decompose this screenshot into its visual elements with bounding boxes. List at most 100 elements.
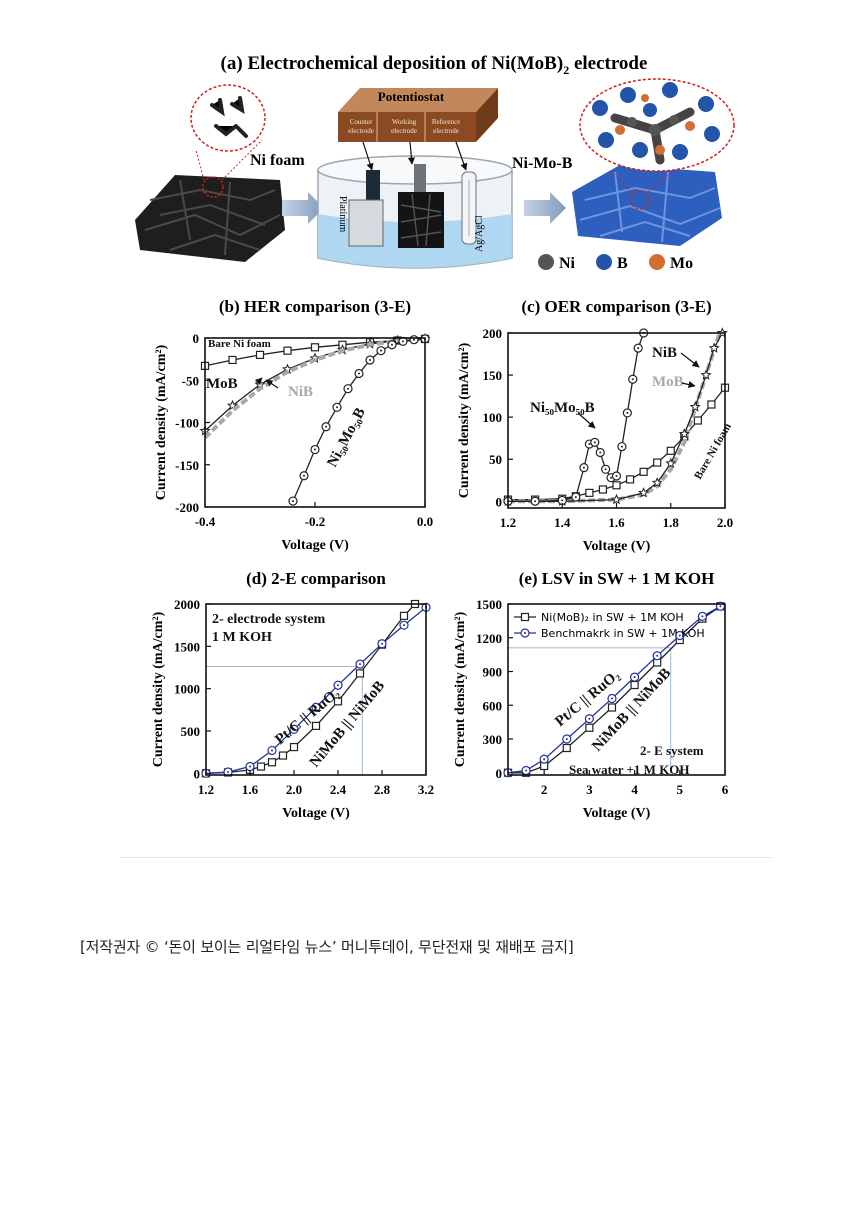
data-marker-dot <box>369 358 371 361</box>
x-axis-label: Voltage (V) <box>281 538 349 553</box>
data-marker-dot <box>337 684 339 687</box>
y-tick-label: 50 <box>489 452 502 467</box>
data-marker-dot <box>413 338 415 341</box>
panel-a-title: (a) Electrochemical deposition of Ni(MoB… <box>221 53 648 77</box>
data-marker <box>585 488 594 497</box>
data-marker <box>256 762 266 771</box>
chart-title: (d) 2-E comparison <box>246 569 386 588</box>
data-marker <box>226 399 239 411</box>
data-marker-dot <box>292 500 294 503</box>
x-tick-label: 1.6 <box>242 782 259 797</box>
series-annotation: Bare Ni foam <box>692 421 734 481</box>
data-marker <box>399 611 409 620</box>
panel-a-schematic: (a) Electrochemical deposition of Ni(MoB… <box>135 53 735 272</box>
data-marker <box>289 742 299 752</box>
data-marker <box>639 467 648 476</box>
x-axis-label: Voltage (V) <box>583 806 651 821</box>
data-marker <box>311 721 321 731</box>
data-marker-dot <box>620 445 623 448</box>
data-marker <box>689 401 701 412</box>
ag-agcl-label: Ag/AgCl <box>474 215 485 252</box>
x-tick-label: 5 <box>677 782 684 797</box>
data-marker <box>708 342 720 353</box>
reference-electrode-label: electrode <box>433 127 459 135</box>
working-electrode-label: Working <box>392 118 417 126</box>
data-marker <box>612 481 621 490</box>
plot-frame <box>204 337 426 508</box>
data-marker <box>653 458 662 467</box>
x-tick-label: 3.2 <box>418 782 434 797</box>
process-arrow-icon <box>524 192 566 224</box>
data-marker <box>310 343 320 352</box>
data-marker <box>630 680 639 690</box>
data-marker-dot <box>604 468 607 471</box>
series-line <box>203 336 426 440</box>
series-annotation: 1 M KOH <box>212 630 272 645</box>
legend-label: Benchmakrk in SW + 1M KOH <box>541 627 705 640</box>
data-marker <box>693 416 702 425</box>
x-tick-label: 2.0 <box>286 782 302 797</box>
y-tick-label: -150 <box>175 458 199 473</box>
ni-mo-b-label: Ni-Mo-B <box>512 155 573 172</box>
legend-ni: Ni <box>559 255 576 272</box>
chart-title: (c) OER comparison (3-E) <box>521 297 711 316</box>
x-tick-label: 1.2 <box>198 782 214 797</box>
y-tick-label: 0 <box>193 331 200 346</box>
divider <box>120 857 772 858</box>
x-tick-label: 1.8 <box>663 515 680 530</box>
mo-atom-icon <box>649 254 665 270</box>
series-annotation: Sea water +1 M KOH <box>569 762 690 777</box>
y-tick-label: 1500 <box>476 597 502 612</box>
data-marker <box>267 758 277 767</box>
x-tick-label: 0.0 <box>417 514 433 529</box>
data-marker-dot <box>403 624 405 627</box>
x-tick-label: 4 <box>631 782 638 797</box>
plot-frame <box>205 603 427 776</box>
data-marker-dot <box>593 441 596 444</box>
data-marker-dot <box>380 349 382 352</box>
data-marker <box>625 475 635 484</box>
data-marker <box>607 703 617 712</box>
annotation-arrow <box>254 377 263 386</box>
ni-atom-icon <box>538 254 554 270</box>
chart-legend: Ni(MoB)₂ in SW + 1M KOH Benchmakrk in SW … <box>514 611 705 640</box>
chart-title: (b) HER comparison (3-E) <box>219 297 411 316</box>
data-marker-dot <box>293 728 295 731</box>
data-marker-dot <box>524 632 526 634</box>
data-marker <box>333 697 343 706</box>
data-marker <box>598 485 608 494</box>
data-marker-dot <box>325 425 327 428</box>
data-marker-dot <box>525 769 528 772</box>
x-axis-label: Voltage (V) <box>583 539 651 554</box>
electrochemical-cell: Platinum Ag/AgCl <box>317 141 513 269</box>
x-tick-label: 1.2 <box>500 515 516 530</box>
x-tick-label: 2.4 <box>330 782 347 797</box>
series-annotation: 2- electrode system <box>212 612 326 627</box>
x-tick-label: 2 <box>541 782 548 797</box>
annotation-arrow <box>681 381 696 389</box>
y-axis-label: Current density (mA/cm²) <box>453 611 468 767</box>
data-marker <box>228 355 237 365</box>
annotation-arrow <box>265 379 279 389</box>
y-tick-label: 600 <box>483 698 503 713</box>
data-marker <box>562 743 571 753</box>
data-marker <box>678 428 690 439</box>
x-tick-label: 6 <box>722 782 729 797</box>
potentiostat-label: Potentiostat <box>378 89 445 104</box>
ni-foam-illustration <box>135 84 285 262</box>
data-marker-dot <box>610 697 613 700</box>
y-tick-label: 1500 <box>174 639 200 654</box>
y-axis-label: Current density (mA/cm²) <box>457 342 472 498</box>
data-marker-dot <box>588 443 591 446</box>
data-marker <box>638 487 650 498</box>
process-arrow-icon <box>282 192 324 224</box>
data-marker-dot <box>391 343 393 346</box>
data-marker-dot <box>565 738 568 740</box>
data-marker-dot <box>561 499 564 502</box>
x-tick-label: -0.4 <box>195 514 216 529</box>
y-tick-label: 200 <box>483 326 503 341</box>
potentiostat-box: Potentiostat Counter electrode Working e… <box>338 88 498 142</box>
data-marker <box>700 369 712 380</box>
y-tick-label: 0 <box>496 766 503 781</box>
y-tick-label: 150 <box>483 368 503 383</box>
